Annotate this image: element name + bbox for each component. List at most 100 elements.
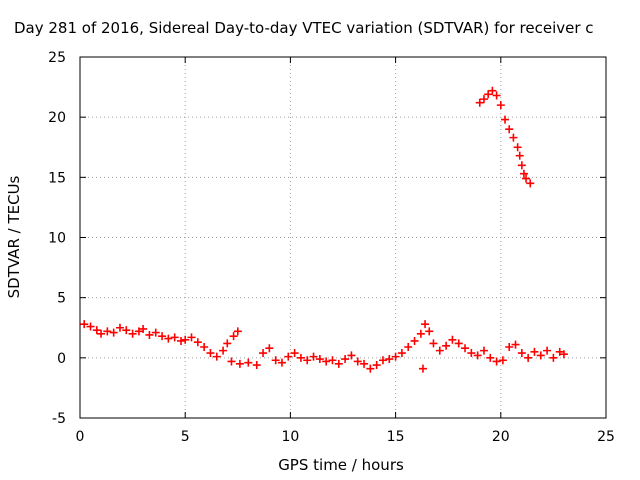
- data-point: [115, 323, 124, 332]
- data-point: [80, 320, 89, 329]
- data-point: [223, 339, 232, 348]
- data-point: [353, 357, 362, 366]
- data-point: [206, 349, 215, 358]
- data-point: [181, 335, 190, 344]
- data-point: [519, 169, 528, 178]
- data-point: [219, 346, 228, 355]
- data-point: [227, 357, 236, 366]
- data-point: [448, 335, 457, 344]
- data-point: [86, 322, 95, 331]
- data-point: [511, 340, 520, 349]
- data-point: [128, 329, 137, 338]
- data-point: [484, 90, 493, 99]
- data-point: [486, 353, 495, 362]
- data-point: [416, 329, 425, 338]
- x-tick-label: 10: [281, 429, 299, 445]
- data-point: [517, 349, 526, 358]
- data-point: [559, 350, 568, 359]
- data-point: [170, 333, 179, 342]
- data-point: [235, 359, 244, 368]
- data-point: [410, 336, 419, 345]
- data-point: [461, 344, 470, 353]
- data-point: [315, 355, 324, 364]
- data-point: [341, 355, 350, 364]
- data-point: [309, 352, 318, 361]
- data-point: [151, 328, 160, 337]
- data-point: [425, 327, 434, 336]
- y-tick-label: 25: [48, 50, 66, 66]
- data-point: [229, 332, 238, 341]
- data-point: [134, 327, 143, 336]
- data-point: [200, 343, 209, 352]
- data-point: [322, 357, 331, 366]
- data-point: [555, 347, 564, 356]
- data-point: [277, 358, 286, 367]
- data-point: [158, 332, 167, 341]
- data-points: [80, 86, 568, 373]
- data-point: [492, 357, 501, 366]
- data-point: [103, 327, 112, 336]
- x-tick-label: 25: [597, 429, 615, 445]
- data-point: [492, 91, 501, 100]
- chart-title: Day 281 of 2016, Sidereal Day-to-day VTE…: [14, 19, 594, 37]
- data-point: [122, 326, 131, 335]
- data-point: [517, 161, 526, 170]
- data-point: [296, 353, 305, 362]
- data-point: [501, 115, 510, 124]
- data-point: [404, 343, 413, 352]
- data-point: [259, 349, 268, 358]
- data-point: [530, 347, 539, 356]
- data-point: [193, 338, 202, 347]
- data-point: [265, 344, 274, 353]
- data-point: [513, 143, 522, 152]
- data-point: [360, 359, 369, 368]
- y-tick-label: 20: [48, 110, 66, 126]
- data-point: [473, 351, 482, 360]
- data-point: [334, 359, 343, 368]
- data-point: [505, 125, 514, 134]
- data-point: [244, 358, 253, 367]
- data-point: [290, 349, 299, 358]
- data-point: [187, 333, 196, 342]
- data-point: [524, 353, 533, 362]
- data-point: [397, 349, 406, 358]
- data-point: [271, 356, 280, 365]
- data-point: [549, 353, 558, 362]
- data-point: [378, 356, 387, 365]
- data-point: [498, 356, 507, 365]
- grid: [80, 57, 606, 418]
- data-point: [505, 343, 514, 352]
- data-point: [526, 179, 535, 188]
- data-point: [252, 361, 261, 370]
- data-point: [435, 346, 444, 355]
- data-point: [454, 339, 463, 348]
- data-point: [442, 341, 451, 350]
- data-point: [488, 86, 497, 95]
- y-tick-label: 10: [48, 231, 66, 247]
- data-point: [418, 364, 427, 373]
- data-point: [385, 355, 394, 364]
- data-point: [479, 346, 488, 355]
- axis-ticks: 0 5 10 15 20 25 -5 0 5 10 15 20 25: [48, 50, 615, 445]
- data-point: [164, 334, 173, 343]
- data-point: [496, 101, 505, 110]
- data-point: [391, 352, 400, 361]
- data-point: [145, 330, 154, 339]
- data-point: [475, 98, 484, 107]
- x-tick-label: 0: [76, 429, 85, 445]
- y-tick-label: -5: [52, 411, 66, 427]
- data-point: [212, 352, 221, 361]
- y-tick-label: 15: [48, 170, 66, 186]
- data-point: [479, 95, 488, 104]
- data-point: [97, 329, 106, 338]
- data-point: [347, 351, 356, 360]
- data-point: [515, 151, 524, 160]
- data-point: [509, 133, 518, 142]
- data-point: [522, 174, 531, 183]
- plot-frame: [79, 56, 607, 419]
- data-point: [372, 361, 381, 370]
- x-tick-label: 5: [181, 429, 190, 445]
- x-tick-label: 20: [492, 429, 510, 445]
- data-point: [284, 352, 293, 361]
